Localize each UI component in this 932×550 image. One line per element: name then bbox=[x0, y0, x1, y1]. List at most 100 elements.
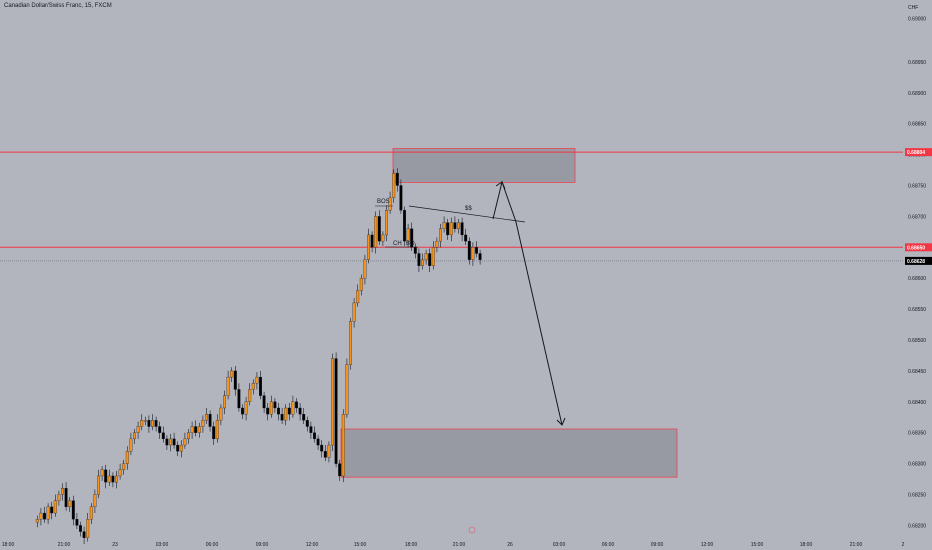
candle-body bbox=[309, 426, 313, 433]
time-tick-label: 21:00 bbox=[850, 542, 863, 548]
candle-body bbox=[431, 247, 435, 266]
current-price-tag bbox=[905, 256, 932, 265]
price-tick-label: 0.68550 bbox=[908, 307, 926, 313]
time-tick-label: 06:00 bbox=[602, 542, 615, 548]
candle-body bbox=[50, 506, 54, 514]
candle-body bbox=[457, 222, 460, 229]
time-tick-label: 21:00 bbox=[58, 542, 71, 548]
candle-body bbox=[43, 512, 46, 520]
candle-body bbox=[107, 475, 111, 483]
candle-body bbox=[230, 370, 234, 378]
time-tick-label: 15:00 bbox=[354, 542, 367, 548]
candle-body bbox=[111, 475, 115, 483]
candle-body bbox=[179, 444, 183, 452]
candle-body bbox=[385, 210, 388, 236]
candle-body bbox=[226, 376, 230, 396]
candle-body bbox=[277, 407, 280, 415]
price-tag-label: 0.68650 bbox=[907, 245, 925, 251]
candle-body bbox=[442, 222, 446, 229]
candle-body bbox=[273, 401, 277, 409]
candle-body bbox=[136, 426, 140, 433]
candle-body bbox=[363, 259, 367, 279]
candle-body bbox=[399, 185, 403, 211]
candle-body bbox=[161, 432, 165, 440]
candle-body bbox=[122, 463, 126, 470]
candle-body bbox=[46, 506, 50, 520]
candle-body bbox=[284, 407, 288, 421]
candle-body bbox=[233, 370, 237, 390]
annotation-bo: BO bbox=[406, 241, 415, 247]
price-tick-label: 0.69000 bbox=[908, 17, 926, 23]
candle-body bbox=[338, 463, 342, 477]
candle-body bbox=[424, 253, 428, 260]
candle-body bbox=[241, 407, 244, 415]
price-tick-label: 0.68400 bbox=[908, 400, 926, 406]
candle-body bbox=[377, 216, 381, 242]
candle-body bbox=[212, 426, 216, 440]
price-tag bbox=[905, 243, 932, 252]
candle-body bbox=[334, 358, 338, 464]
candle-body bbox=[35, 519, 39, 523]
candle-body bbox=[190, 426, 194, 433]
candle-body bbox=[388, 197, 392, 211]
candle-body bbox=[82, 531, 86, 538]
candle-body bbox=[208, 414, 212, 427]
candle-body bbox=[316, 438, 320, 446]
time-tick-label: 06:00 bbox=[206, 542, 219, 548]
liquidity-trendline bbox=[408, 205, 526, 223]
candle-body bbox=[327, 444, 331, 458]
candle-body bbox=[154, 420, 158, 427]
candle-body bbox=[356, 290, 360, 304]
candle-body bbox=[331, 358, 334, 446]
time-tick-label: 18:00 bbox=[405, 542, 418, 548]
candle-body bbox=[417, 253, 421, 266]
time-tick-label: 26 bbox=[507, 542, 513, 548]
candle-body bbox=[259, 376, 262, 396]
candle-body bbox=[439, 228, 442, 242]
candle-body bbox=[449, 222, 453, 236]
time-tick-label: 09:00 bbox=[256, 542, 269, 548]
candle-body bbox=[460, 222, 464, 236]
candle-body bbox=[176, 444, 180, 452]
candle-body bbox=[421, 259, 424, 266]
candle-body bbox=[370, 234, 374, 248]
candle-body bbox=[39, 512, 43, 520]
candle-body bbox=[71, 500, 75, 520]
candle-body bbox=[115, 475, 118, 483]
candle-body bbox=[223, 395, 226, 409]
candle-body bbox=[172, 438, 176, 446]
annotation-bos: BOS bbox=[377, 199, 390, 205]
candle-body bbox=[248, 389, 252, 402]
candle-body bbox=[295, 401, 298, 409]
candle-body bbox=[471, 247, 475, 260]
candle-body bbox=[201, 420, 205, 427]
candle-body bbox=[89, 506, 93, 520]
candle-body bbox=[237, 389, 241, 409]
price-tick-label: 0.68450 bbox=[908, 369, 926, 375]
candle-body bbox=[125, 451, 129, 464]
candle-body bbox=[147, 420, 151, 427]
price-tick-label: 0.68350 bbox=[908, 431, 926, 437]
candle-body bbox=[158, 426, 162, 433]
candle-body bbox=[75, 519, 79, 526]
symbol-title: Canadian Dollar/Swiss Franc, 15, FXCM bbox=[4, 3, 112, 9]
candle-body bbox=[57, 494, 61, 501]
candle-body bbox=[244, 401, 248, 415]
price-tick-label: 0.68250 bbox=[908, 493, 926, 499]
candle-body bbox=[298, 407, 302, 415]
price-tag bbox=[905, 148, 932, 157]
demand-zone bbox=[340, 428, 678, 478]
candle-body bbox=[86, 519, 90, 538]
candle-body bbox=[446, 222, 450, 236]
candle-body bbox=[79, 525, 82, 532]
time-tick-label: 12:00 bbox=[701, 542, 714, 548]
candle-body bbox=[93, 494, 97, 508]
time-tick-label: 18:00 bbox=[800, 542, 813, 548]
candle-body bbox=[302, 414, 306, 421]
candle-body bbox=[395, 172, 399, 186]
time-tick-label: 21:00 bbox=[453, 542, 466, 548]
candle-body bbox=[359, 278, 363, 291]
candle-body bbox=[305, 420, 309, 427]
